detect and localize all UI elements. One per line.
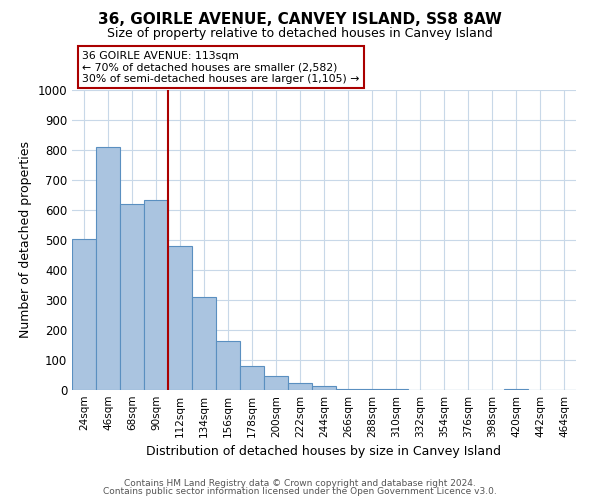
Text: Contains public sector information licensed under the Open Government Licence v3: Contains public sector information licen…	[103, 487, 497, 496]
Text: 36, GOIRLE AVENUE, CANVEY ISLAND, SS8 8AW: 36, GOIRLE AVENUE, CANVEY ISLAND, SS8 8A…	[98, 12, 502, 28]
Y-axis label: Number of detached properties: Number of detached properties	[19, 142, 32, 338]
Bar	[168, 246, 192, 390]
Bar	[216, 342, 240, 390]
X-axis label: Distribution of detached houses by size in Canvey Island: Distribution of detached houses by size …	[146, 446, 502, 458]
Bar	[264, 376, 288, 390]
Text: Contains HM Land Registry data © Crown copyright and database right 2024.: Contains HM Land Registry data © Crown c…	[124, 478, 476, 488]
Bar	[336, 388, 360, 390]
Bar	[312, 386, 336, 390]
Bar	[240, 366, 264, 390]
Bar	[192, 297, 216, 390]
Bar	[504, 389, 528, 390]
Bar	[72, 238, 96, 390]
Bar	[120, 204, 144, 390]
Text: Size of property relative to detached houses in Canvey Island: Size of property relative to detached ho…	[107, 28, 493, 40]
Bar	[96, 147, 120, 390]
Bar	[288, 382, 312, 390]
Bar	[360, 388, 384, 390]
Text: 36 GOIRLE AVENUE: 113sqm
← 70% of detached houses are smaller (2,582)
30% of sem: 36 GOIRLE AVENUE: 113sqm ← 70% of detach…	[82, 51, 359, 84]
Bar	[144, 200, 168, 390]
